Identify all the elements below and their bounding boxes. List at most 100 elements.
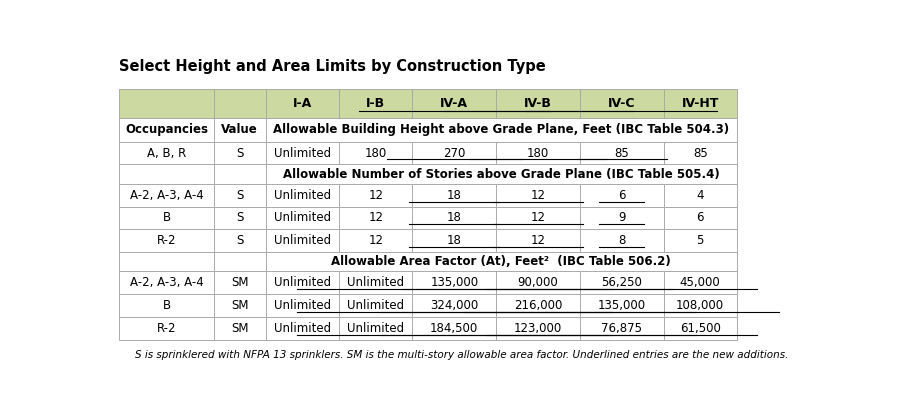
Text: Value: Value — [221, 123, 258, 136]
Bar — [213, 206, 266, 229]
Text: R-2: R-2 — [157, 234, 176, 247]
Text: R-2: R-2 — [157, 322, 176, 335]
Text: S: S — [236, 211, 244, 225]
Bar — [120, 229, 213, 252]
Text: 76,875: 76,875 — [601, 322, 643, 335]
Bar — [120, 317, 213, 340]
Text: Unlimited: Unlimited — [274, 147, 331, 159]
Bar — [339, 184, 412, 206]
Text: IV-A: IV-A — [440, 97, 468, 110]
Bar — [663, 89, 737, 117]
Bar — [339, 272, 412, 294]
Text: 12: 12 — [530, 189, 545, 201]
Text: 12: 12 — [368, 234, 383, 247]
Bar — [120, 89, 213, 117]
Bar — [663, 317, 737, 340]
Bar — [580, 317, 663, 340]
Bar — [213, 184, 266, 206]
Text: 90,000: 90,000 — [518, 276, 558, 289]
Bar — [580, 142, 663, 164]
Text: Unlimited: Unlimited — [274, 234, 331, 247]
Text: I-B: I-B — [366, 97, 385, 110]
Bar — [412, 317, 496, 340]
Text: 18: 18 — [446, 189, 462, 201]
Text: SM: SM — [231, 276, 248, 289]
Text: A, B, R: A, B, R — [147, 147, 186, 159]
Text: Unlimited: Unlimited — [274, 276, 331, 289]
Bar — [213, 317, 266, 340]
Bar — [496, 184, 580, 206]
Text: 12: 12 — [530, 211, 545, 225]
Text: 85: 85 — [693, 147, 707, 159]
Text: B: B — [163, 211, 171, 225]
Bar — [580, 206, 663, 229]
Bar — [412, 272, 496, 294]
Text: IV-C: IV-C — [608, 97, 635, 110]
Bar — [120, 206, 213, 229]
Text: 61,500: 61,500 — [680, 322, 721, 335]
Bar — [213, 89, 266, 117]
Bar — [412, 229, 496, 252]
Bar — [496, 272, 580, 294]
Bar — [496, 142, 580, 164]
Bar — [663, 184, 737, 206]
Text: 85: 85 — [615, 147, 629, 159]
Text: 270: 270 — [443, 147, 465, 159]
Bar — [339, 89, 412, 117]
Bar — [120, 252, 213, 272]
Bar — [213, 272, 266, 294]
Bar — [266, 252, 737, 272]
Bar — [496, 294, 580, 317]
Bar — [213, 164, 266, 184]
Text: Allowable Building Height above Grade Plane, Feet (IBC Table 504.3): Allowable Building Height above Grade Pl… — [274, 123, 729, 136]
Bar — [580, 184, 663, 206]
Text: 4: 4 — [697, 189, 704, 201]
Text: 6: 6 — [618, 189, 626, 201]
Text: 8: 8 — [618, 234, 626, 247]
Bar — [412, 89, 496, 117]
Bar — [266, 294, 339, 317]
Text: 18: 18 — [446, 211, 462, 225]
Text: B: B — [163, 299, 171, 312]
Text: 135,000: 135,000 — [598, 299, 645, 312]
Text: 180: 180 — [526, 147, 549, 159]
Bar — [266, 117, 737, 142]
Bar — [120, 117, 213, 142]
Bar — [266, 206, 339, 229]
Text: A-2, A-3, A-4: A-2, A-3, A-4 — [130, 189, 203, 201]
Bar — [266, 229, 339, 252]
Text: 123,000: 123,000 — [514, 322, 562, 335]
Bar — [266, 272, 339, 294]
Bar — [663, 272, 737, 294]
Text: Unlimited: Unlimited — [274, 211, 331, 225]
Bar — [266, 142, 339, 164]
Bar — [580, 272, 663, 294]
Text: 12: 12 — [530, 234, 545, 247]
Text: S: S — [236, 147, 244, 159]
Text: Unlimited: Unlimited — [347, 276, 404, 289]
Text: Allowable Number of Stories above Grade Plane (IBC Table 505.4): Allowable Number of Stories above Grade … — [283, 168, 720, 180]
Text: 180: 180 — [364, 147, 387, 159]
Text: Unlimited: Unlimited — [347, 299, 404, 312]
Text: IV-HT: IV-HT — [681, 97, 719, 110]
Text: 18: 18 — [446, 234, 462, 247]
Bar — [120, 164, 213, 184]
Bar — [580, 89, 663, 117]
Text: 5: 5 — [697, 234, 704, 247]
Text: A-2, A-3, A-4: A-2, A-3, A-4 — [130, 276, 203, 289]
Bar — [339, 142, 412, 164]
Text: Allowable Area Factor (At), Feet²  (IBC Table 506.2): Allowable Area Factor (At), Feet² (IBC T… — [331, 255, 671, 268]
Text: Unlimited: Unlimited — [274, 322, 331, 335]
Bar — [663, 142, 737, 164]
Text: 12: 12 — [368, 211, 383, 225]
Text: 108,000: 108,000 — [676, 299, 724, 312]
Bar — [580, 294, 663, 317]
Text: Occupancies: Occupancies — [125, 123, 208, 136]
Bar — [663, 206, 737, 229]
Bar — [339, 294, 412, 317]
Bar — [120, 142, 213, 164]
Text: 12: 12 — [368, 189, 383, 201]
Text: 184,500: 184,500 — [430, 322, 479, 335]
Bar — [266, 164, 737, 184]
Text: 6: 6 — [697, 211, 704, 225]
